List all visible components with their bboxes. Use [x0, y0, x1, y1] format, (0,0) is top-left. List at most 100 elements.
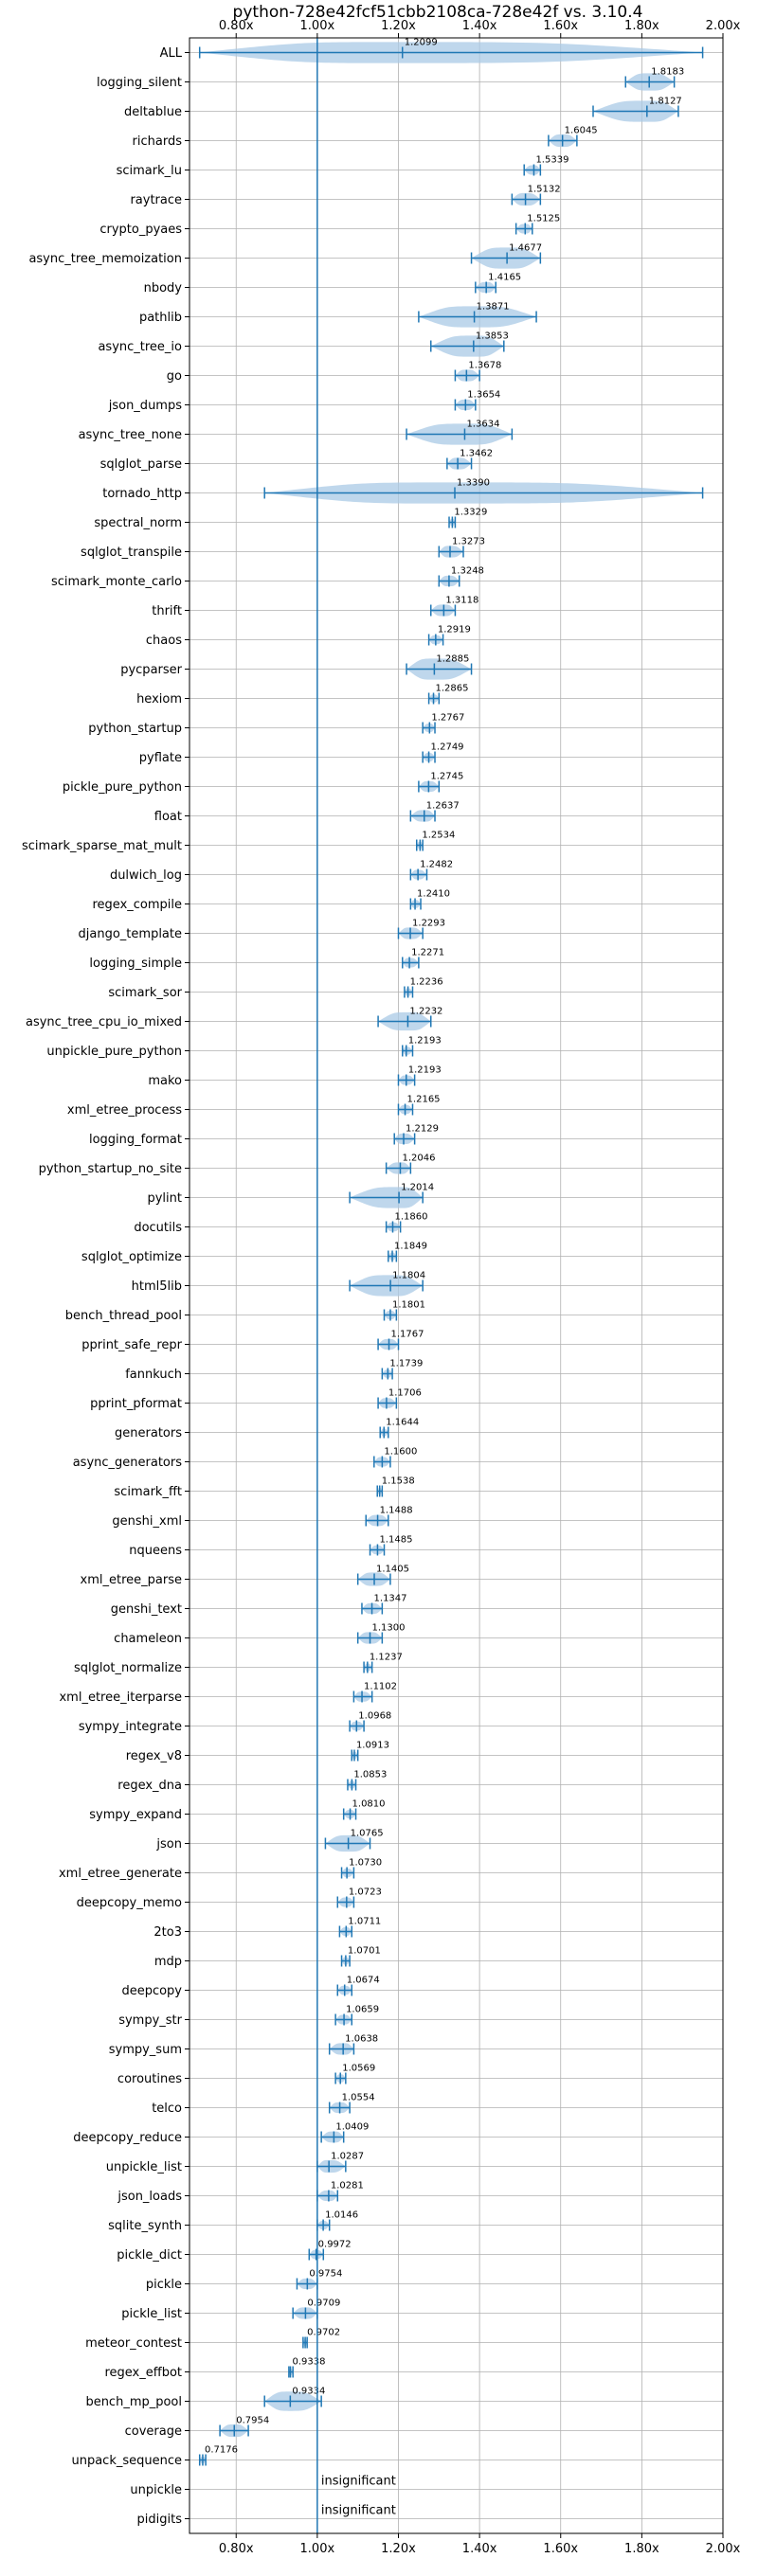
value-label: 1.2193	[408, 1036, 442, 1046]
benchmark-label: bench_mp_pool	[85, 2395, 182, 2409]
violin-group: 1.2099	[198, 38, 704, 63]
benchmark-label: sympy_sum	[109, 2043, 182, 2057]
benchmark-label: sympy_str	[118, 2013, 182, 2028]
violin-group: 1.0569	[334, 2064, 375, 2084]
plot-frame	[189, 37, 724, 2534]
violin-group: 1.0711	[338, 1917, 381, 1938]
x-tick-label-top: 1.20x	[381, 19, 416, 33]
value-label: 1.2232	[409, 1007, 442, 1017]
benchmark-label: go	[167, 369, 182, 384]
value-label: 1.1644	[386, 1418, 419, 1428]
value-label: 1.1706	[388, 1388, 422, 1399]
benchmark-label: json	[155, 1837, 182, 1852]
value-label: 1.1767	[391, 1330, 424, 1340]
violin-group: 0.7954	[219, 2416, 269, 2438]
value-label: 1.1600	[384, 1447, 417, 1458]
violin-group: 1.2193	[397, 1065, 442, 1086]
benchmark-label: coroutines	[117, 2072, 182, 2086]
violin-group: 1.3390	[263, 478, 704, 504]
value-label: 1.2193	[408, 1065, 442, 1076]
benchmark-label: chameleon	[114, 1632, 182, 1646]
value-label: 1.3462	[460, 449, 493, 459]
benchmark-label: html5lib	[132, 1279, 182, 1294]
value-label: 1.3634	[466, 420, 499, 430]
benchmark-rows: ALL 1.2099 logging_silent 1.8183 deltablue 1.…	[22, 38, 704, 2527]
x-tick-label-bottom: 1.80x	[624, 2542, 659, 2556]
violin-group: 1.2129	[393, 1124, 439, 1145]
benchmark-label: bench_thread_pool	[65, 1309, 182, 1323]
benchmark-label: pprint_pformat	[90, 1397, 182, 1411]
benchmark-label: regex_compile	[92, 898, 182, 912]
benchmark-label: pickle	[146, 2278, 182, 2292]
value-label: 1.5125	[527, 214, 560, 224]
x-tick-label-bottom: 1.60x	[543, 2542, 578, 2556]
x-tick-label-bottom: 0.80x	[219, 2542, 254, 2556]
benchmark-label: ALL	[160, 46, 183, 61]
value-label: 1.3273	[452, 537, 485, 547]
benchmark-label: mdp	[154, 1955, 182, 1969]
value-label: 1.0723	[349, 1887, 382, 1898]
benchmark-label: dulwich_log	[110, 868, 182, 883]
violin-group: 1.2014	[349, 1183, 434, 1208]
value-label: 1.1488	[380, 1506, 413, 1516]
benchmark-label: sympy_expand	[89, 1808, 182, 1822]
benchmark-label: scimark_lu	[117, 164, 182, 178]
violin-group: 1.0146	[316, 2210, 358, 2231]
benchmark-label: mako	[148, 1074, 182, 1088]
benchmark-label: telco	[152, 2102, 182, 2116]
violin-group: 1.2919	[427, 625, 471, 646]
violin-group: 1.0853	[347, 1770, 387, 1791]
benchmark-label: deepcopy_memo	[77, 1896, 182, 1910]
violin-group: 1.2534	[416, 831, 455, 851]
value-label: 1.3853	[476, 331, 509, 342]
benchmark-label: pathlib	[139, 311, 182, 325]
benchmark-label: genshi_xml	[112, 1514, 182, 1529]
violin-group: 1.6045	[548, 126, 598, 148]
value-label: 1.2865	[436, 684, 469, 694]
benchmark-label: crypto_pyaes	[99, 223, 182, 237]
value-label: 1.2271	[411, 948, 444, 958]
value-label: 1.2919	[438, 625, 471, 635]
value-label: 1.2749	[431, 742, 464, 753]
violin-group: 1.2193	[402, 1036, 442, 1057]
benchmark-label: richards	[133, 134, 183, 149]
violin-group: 0.9702	[302, 2328, 340, 2349]
value-label: 1.0554	[342, 2093, 375, 2103]
grid-lines	[190, 38, 724, 2533]
benchmark-label: pylint	[147, 1191, 182, 1206]
benchmark-label: pickle_pure_python	[63, 780, 182, 795]
value-label: 1.2046	[402, 1154, 435, 1164]
violin-group: 1.5132	[511, 185, 561, 206]
violin-group: 1.3248	[438, 566, 484, 587]
violin-group: 1.0638	[328, 2034, 378, 2055]
violin-group: 1.2745	[418, 772, 463, 793]
violin-group: 1.1767	[377, 1330, 424, 1351]
value-label: 1.3678	[468, 361, 501, 371]
benchmark-label: regex_effbot	[104, 2366, 182, 2380]
value-label: 1.2885	[436, 654, 469, 665]
value-label: 1.1347	[374, 1594, 407, 1604]
benchmark-label: scimark_monte_carlo	[51, 575, 182, 589]
violin-group: 0.9334	[263, 2387, 325, 2411]
value-label: 1.1804	[392, 1271, 425, 1281]
value-label: 1.0730	[349, 1858, 382, 1869]
benchmark-label: nbody	[144, 281, 183, 295]
violin-group: 1.5339	[523, 155, 568, 176]
violin-group: 1.2293	[397, 919, 445, 939]
value-label: 1.3654	[467, 390, 500, 401]
benchmark-label: sqlglot_parse	[100, 457, 182, 472]
x-axis-bottom: 0.80x 1.00x 1.20x 1.40x 1.60x 1.80x 2.00x	[219, 2533, 741, 2556]
value-label: 1.6045	[565, 126, 598, 136]
violin-group: 1.0810	[342, 1799, 386, 1820]
benchmark-label: genshi_text	[111, 1602, 182, 1617]
benchmark-label: xml_etree_process	[67, 1103, 182, 1118]
benchmark-label: tornado_http	[102, 487, 182, 501]
violin-group: 1.1706	[377, 1388, 422, 1409]
violin-group: 1.1488	[365, 1506, 413, 1527]
violin-group: 1.2865	[427, 684, 469, 705]
violin-group: 1.1849	[388, 1242, 427, 1262]
benchmark-label: nqueens	[129, 1544, 182, 1558]
benchmark-label: spectral_norm	[94, 516, 182, 530]
benchmark-label: unpack_sequence	[71, 2454, 182, 2468]
value-label: 1.2129	[406, 1124, 439, 1135]
